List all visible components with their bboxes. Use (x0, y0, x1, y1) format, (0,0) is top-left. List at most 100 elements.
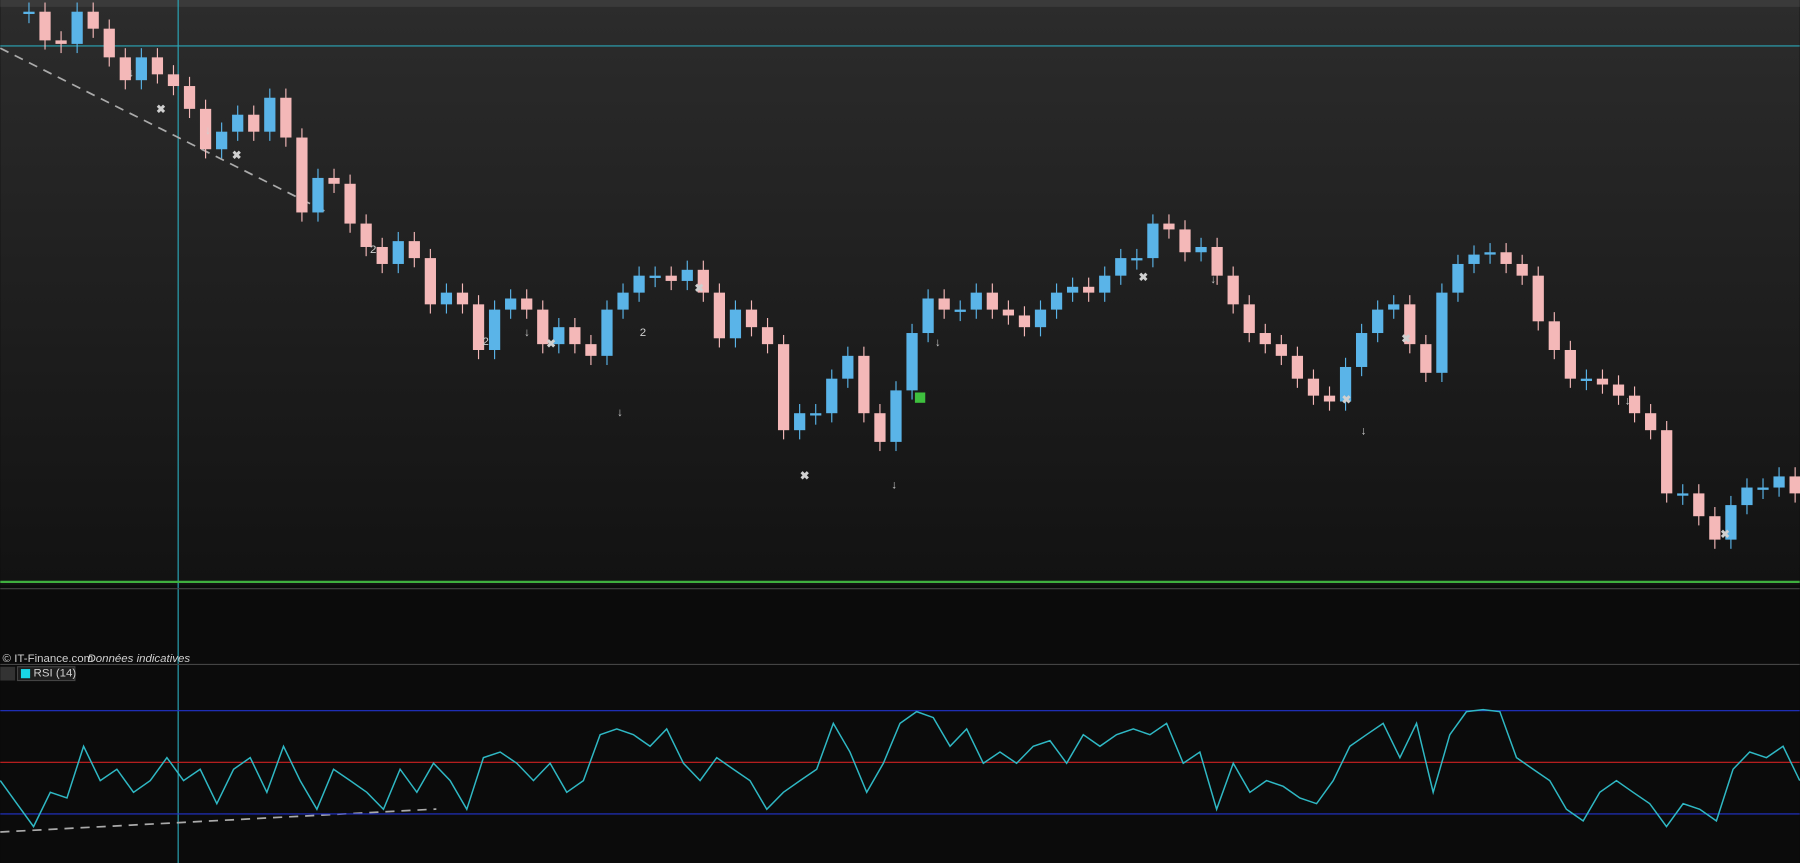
indicator-swatch (20, 669, 31, 679)
cross: ✖ (1401, 334, 1411, 346)
candle (826, 378, 838, 414)
candle (697, 269, 709, 293)
candle (1661, 430, 1673, 494)
candle (842, 355, 854, 379)
candle (890, 390, 902, 442)
candle (761, 327, 774, 345)
candle (1275, 344, 1287, 356)
candle (264, 97, 276, 132)
candle (1147, 223, 1159, 259)
sell-arrow: ↓ (205, 125, 211, 137)
candle (312, 177, 324, 213)
candle (553, 327, 565, 345)
sell-arrow: ↓ (128, 67, 134, 79)
candle (1002, 309, 1015, 316)
candle (1500, 252, 1512, 264)
candle (1741, 487, 1753, 506)
candle (970, 292, 982, 310)
candle (858, 355, 870, 414)
candle (408, 241, 420, 259)
candle (810, 413, 822, 416)
sell-arrow: ↓ (1625, 396, 1631, 408)
sell-arrow: ↓ (891, 479, 897, 491)
candle (665, 275, 677, 281)
candle (1099, 275, 1111, 293)
candle (601, 309, 613, 356)
cross: ✖ (232, 150, 242, 162)
candle (1050, 292, 1063, 310)
candle (745, 309, 758, 328)
candle (456, 292, 469, 305)
candle (1323, 395, 1336, 402)
candle (1227, 275, 1239, 305)
candle (1131, 258, 1143, 261)
candle (1468, 254, 1480, 264)
candle (1612, 384, 1625, 396)
candle (1195, 246, 1207, 253)
candle (23, 11, 35, 15)
candle (1516, 263, 1528, 276)
candle (874, 413, 886, 442)
candle (649, 275, 661, 278)
candle (1355, 333, 1368, 367)
price-panel (0, 0, 1800, 586)
candle (1564, 349, 1576, 379)
candle (521, 298, 533, 310)
candle (1018, 315, 1031, 328)
candle (1484, 252, 1496, 255)
cross: ✖ (1720, 529, 1730, 541)
candle (617, 292, 629, 310)
candle (505, 298, 517, 310)
candle (729, 309, 742, 339)
candle (232, 114, 244, 132)
candle (1211, 246, 1223, 276)
candle (488, 309, 501, 350)
candle (119, 57, 131, 81)
toolbar[interactable] (0, 0, 1800, 7)
candle (1789, 476, 1800, 494)
candle (1596, 378, 1609, 385)
candle (55, 40, 67, 44)
sell-arrow: ↓ (524, 327, 530, 339)
candle (794, 413, 806, 431)
candle (1436, 292, 1448, 373)
note: Données indicatives (87, 653, 190, 665)
candle (1243, 304, 1255, 334)
annotation: 2 (483, 336, 489, 348)
cross: ✖ (156, 104, 166, 116)
candle (296, 137, 308, 213)
candle (360, 223, 372, 247)
cross: ✖ (694, 283, 704, 295)
candle (777, 344, 790, 431)
candle (280, 97, 292, 138)
candle (1372, 309, 1384, 334)
candle (87, 11, 99, 29)
candle (569, 327, 581, 345)
candle (183, 86, 196, 109)
candle (1709, 516, 1721, 540)
candle (1452, 263, 1464, 293)
candle (216, 131, 228, 150)
candle (167, 74, 180, 87)
square-signal (914, 392, 926, 403)
candle (906, 333, 918, 391)
source: © IT-Finance.com (3, 653, 94, 665)
candle (713, 292, 725, 339)
signals: ↓ ↓ ↓ ↓ ↓ ↓ ↓ ↓ ↓ ✖ ✖ ✖ ✖ ✖ ✖ ✖ ✖ ✖ (128, 67, 1730, 540)
candle (1645, 413, 1657, 431)
cross: ✖ (546, 338, 556, 350)
candle (938, 298, 950, 310)
candle (248, 114, 260, 132)
indicator-tag[interactable] (16, 666, 76, 682)
candle (1757, 487, 1769, 490)
candle (344, 183, 356, 224)
rsi-line (0, 708, 1800, 829)
candle (1339, 366, 1352, 402)
candle (199, 108, 212, 150)
candle (1693, 493, 1705, 517)
candle (1115, 258, 1127, 276)
alert-button[interactable] (0, 666, 16, 681)
candle (1291, 355, 1304, 379)
candle (681, 269, 693, 281)
